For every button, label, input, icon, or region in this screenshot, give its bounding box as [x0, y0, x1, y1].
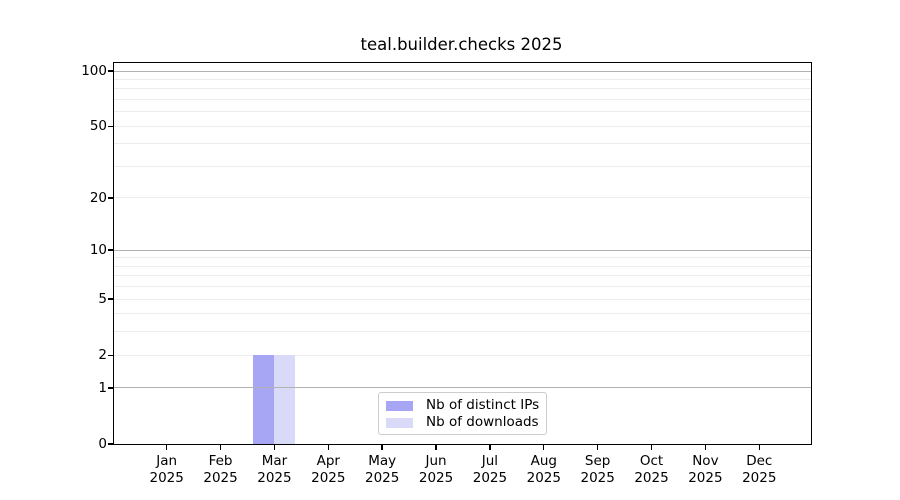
gridline-major	[114, 70, 811, 72]
gridline-minor	[114, 197, 811, 199]
x-axis-label: Apr 2025	[311, 453, 346, 486]
legend-label-distinct-ips: Nb of distinct IPs	[426, 397, 540, 413]
gridline-minor	[114, 265, 811, 267]
gridline-minor	[114, 78, 811, 80]
y-axis-label: 10	[89, 242, 107, 259]
gridline-minor	[114, 111, 811, 113]
x-axis-tick	[758, 445, 760, 450]
chart-title: teal.builder.checks 2025	[360, 35, 563, 54]
x-axis-tick	[489, 445, 491, 450]
x-axis-tick	[650, 445, 653, 450]
gridline-minor	[114, 257, 811, 259]
plot-area: Jan 2025 Feb 2025 Mar 2025 Apr 2025 May 2025 Jun 20…	[81, 62, 812, 486]
x-axis-label: Oct 2025	[634, 453, 669, 486]
x-axis-label: Jan 2025	[149, 453, 184, 486]
y-axis-label: 2	[98, 347, 107, 364]
x-axis-tick	[596, 445, 599, 450]
x-axis-label: Mar 2025	[257, 453, 292, 486]
y-axis-tick	[108, 298, 113, 300]
gridline-minor	[114, 331, 811, 333]
y-axis-tick	[108, 70, 113, 72]
gridline-major	[114, 387, 811, 389]
x-axis-tick	[166, 445, 168, 450]
gridline-minor	[114, 165, 811, 167]
gridline-minor	[114, 313, 811, 315]
y-axis-tick	[108, 443, 113, 445]
x-axis-tick	[381, 445, 383, 450]
y-axis-tick	[108, 387, 113, 389]
y-axis-label: 50	[89, 118, 107, 135]
y-axis-label: 20	[89, 189, 107, 206]
bar-downloads-mar-2025	[274, 355, 296, 444]
x-axis-tick	[219, 445, 222, 450]
y-axis-label: 5	[98, 291, 107, 308]
legend-swatch-distinct-ips-icon	[386, 400, 413, 411]
x-axis-label: Sep 2025	[580, 453, 615, 486]
x-axis-tick	[704, 445, 707, 450]
y-axis-tick	[108, 354, 113, 356]
gridline-minor	[114, 275, 811, 277]
y-axis-tick	[108, 125, 113, 127]
gridline-minor	[114, 98, 811, 100]
y-axis-label: 1	[98, 379, 107, 396]
bar-distinct-ips-mar-2025	[253, 355, 275, 444]
x-axis-tick	[435, 445, 437, 450]
x-axis-label: May 2025	[364, 453, 400, 486]
gridline-major	[114, 249, 811, 251]
gridline-minor	[114, 354, 811, 356]
x-axis-label: Jun 2025	[418, 453, 454, 486]
x-axis-label: Dec 2025	[742, 453, 777, 486]
x-axis-tick	[327, 445, 329, 450]
legend-swatch-downloads-icon	[386, 417, 413, 428]
legend-label-downloads: Nb of downloads	[426, 414, 539, 430]
x-axis-label: Nov 2025	[688, 453, 723, 486]
legend-item-downloads: Nb of downloads	[386, 414, 539, 431]
legend: Nb of distinct IPs Nb of downloads	[378, 392, 547, 435]
x-axis-label: Aug 2025	[526, 453, 561, 486]
y-axis-tick	[108, 249, 113, 251]
legend-item-distinct-ips: Nb of distinct IPs	[386, 397, 540, 414]
y-axis-tick	[108, 197, 113, 199]
gridline-minor	[114, 298, 811, 300]
gridline-minor	[114, 88, 811, 90]
x-axis-tick	[273, 445, 276, 450]
y-axis-label: 100	[81, 63, 107, 79]
x-axis-label: Jul 2025	[472, 453, 508, 486]
gridline-minor	[114, 143, 811, 145]
x-axis-tick	[543, 445, 545, 450]
x-axis-label: Feb 2025	[203, 453, 238, 486]
gridline-minor	[114, 286, 811, 288]
y-axis-label: 0	[98, 436, 107, 452]
gridline-minor	[114, 125, 811, 127]
